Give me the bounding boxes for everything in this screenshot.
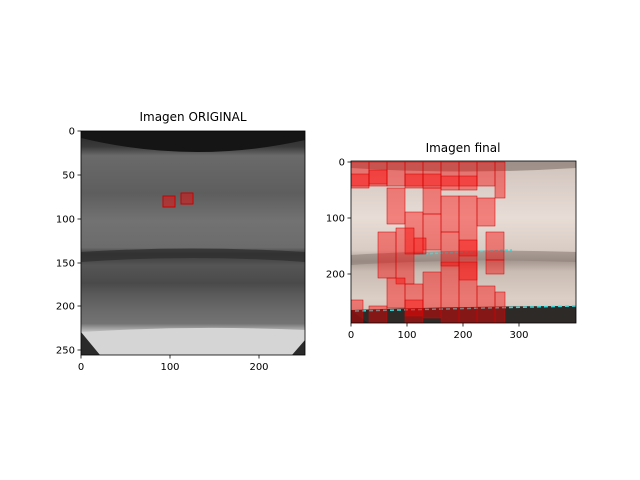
axes-frame	[80, 130, 306, 356]
detection-block	[395, 227, 415, 285]
detection-box	[180, 192, 194, 205]
final-image	[351, 161, 576, 323]
x-axis: 0 100 200	[78, 355, 269, 373]
detection-block	[368, 305, 388, 323]
original-image	[81, 131, 305, 355]
y-tick-label: 200	[56, 302, 75, 313]
y-tick-label: 250	[56, 346, 75, 357]
detection-block	[351, 173, 370, 189]
detection-box	[162, 195, 176, 208]
detection-block	[368, 169, 388, 185]
detection-block	[458, 175, 478, 191]
x-tick-label: 100	[397, 330, 416, 341]
detection-block	[476, 161, 496, 187]
y-tick-label: 200	[326, 270, 345, 281]
x-tick-label: 100	[160, 362, 179, 373]
panel-title: Imagen final	[426, 141, 501, 155]
y-tick-label: 50	[62, 171, 75, 182]
detection-block	[422, 187, 442, 215]
detection-line	[419, 249, 513, 255]
detection-block	[485, 231, 505, 261]
detection-block	[404, 299, 424, 323]
y-tick-label: 100	[326, 214, 345, 225]
detection-block	[476, 285, 496, 323]
panel-original: 0 100 200 0 50 100 150 200 250 Imagen ORIGINAL	[56, 110, 306, 373]
x-tick-label: 0	[78, 362, 84, 373]
detection-block	[386, 161, 406, 187]
y-tick-label: 0	[339, 158, 345, 169]
y-axis: 0 50 100 150 200 250	[56, 127, 81, 357]
detection-block	[404, 173, 424, 189]
detection-block	[413, 237, 427, 255]
detection-block	[440, 261, 460, 323]
detection-block	[476, 197, 496, 227]
detection-block	[422, 271, 442, 319]
detection-block	[351, 299, 364, 323]
detection-block	[458, 239, 478, 281]
detection-block	[458, 261, 478, 323]
detection-block	[440, 175, 460, 191]
detection-block	[440, 231, 460, 267]
final-detections	[351, 161, 506, 323]
detection-block	[386, 277, 406, 309]
y-tick-label: 150	[56, 259, 75, 270]
x-tick-label: 0	[348, 330, 354, 341]
panel-final: 0 100 200 300 0 100 200 Imagen final	[326, 141, 577, 341]
y-tick-label: 0	[69, 127, 75, 138]
y-axis: 0 100 200	[326, 158, 351, 281]
detection-line	[354, 305, 576, 312]
detection-block	[422, 173, 442, 189]
x-axis: 0 100 200 300	[348, 323, 529, 341]
detection-block	[377, 231, 397, 279]
detection-block	[494, 161, 506, 199]
detection-block	[386, 187, 406, 225]
original-detections	[162, 192, 194, 208]
panel-title: Imagen ORIGINAL	[139, 110, 246, 124]
axes-frame	[350, 160, 577, 324]
detection-block	[440, 195, 460, 233]
x-tick-label: 200	[453, 330, 472, 341]
detection-block	[494, 291, 506, 323]
y-tick-label: 100	[56, 215, 75, 226]
x-tick-label: 300	[509, 330, 528, 341]
x-tick-label: 200	[249, 362, 268, 373]
detection-block	[485, 259, 505, 275]
